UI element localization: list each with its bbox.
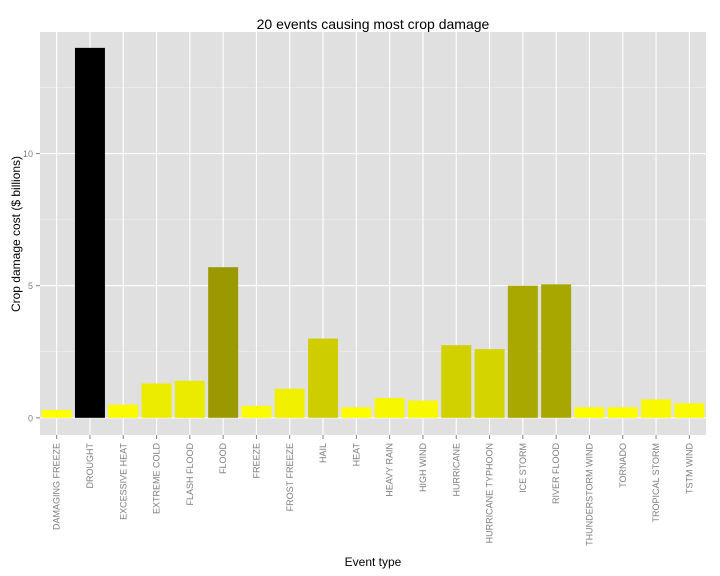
x-tick-label: TORNADO	[618, 443, 628, 488]
x-tick-label: HURRICANE	[451, 443, 461, 497]
bar-extreme-cold	[141, 383, 172, 418]
bar-tropical-storm	[641, 399, 672, 418]
x-tick-label: FLOOD	[218, 443, 228, 475]
x-tick-label: RIVER FLOOD	[551, 443, 561, 505]
bar-frost-freeze	[274, 388, 305, 418]
plot-panel	[40, 32, 706, 435]
x-axis-ticks: DAMAGING FREEZE DROUGHT EXCESSIVE HEAT EXTR…	[52, 435, 694, 546]
bar-flash-flood	[174, 380, 205, 418]
x-tick-label: FLASH FLOOD	[185, 443, 195, 506]
bar-heavy-rain	[374, 398, 405, 418]
bar-hurricane-typhoon	[474, 349, 505, 418]
x-tick-label: HEAT	[351, 443, 361, 467]
bar-tstm-wind	[674, 403, 705, 418]
bar-tornado	[607, 407, 638, 418]
bars	[41, 47, 705, 418]
y-tick-label: 5	[28, 281, 33, 291]
chart-title: 20 events causing most crop damage	[257, 16, 490, 32]
x-tick-label: THUNDERSTORM WIND	[584, 443, 594, 546]
bar-freeze	[241, 405, 272, 418]
bar-hail	[308, 338, 339, 418]
x-tick-label: FROST FREEZE	[285, 443, 295, 511]
bar-heat	[341, 407, 372, 418]
bar-damaging-freeze	[41, 409, 72, 418]
y-axis-ticks: 0 5 10	[23, 149, 40, 423]
x-tick-label: HIGH WIND	[418, 443, 428, 492]
bar-thunderstorm-wind	[574, 407, 605, 418]
x-tick-label: TSTM WIND	[684, 443, 694, 494]
bar-ice-storm	[507, 285, 538, 418]
x-tick-label: EXCESSIVE HEAT	[118, 443, 128, 520]
y-axis-label: Crop damage cost ($ billions)	[9, 156, 23, 312]
y-tick-label: 10	[23, 149, 33, 159]
x-tick-label: FREEZE	[251, 443, 261, 479]
x-tick-label: TROPICAL STORM	[651, 443, 661, 523]
bar-river-flood	[541, 284, 572, 418]
x-axis-label: Event type	[345, 555, 402, 569]
x-tick-label: DAMAGING FREEZE	[52, 443, 62, 530]
bar-hurricane	[441, 345, 472, 418]
x-tick-label: HEAVY RAIN	[385, 443, 395, 497]
bar-excessive-heat	[108, 404, 139, 418]
bar-drought	[74, 47, 105, 418]
x-tick-label: ICE STORM	[518, 443, 528, 493]
bar-high-wind	[407, 400, 438, 418]
x-tick-label: EXTREME COLD	[152, 443, 162, 515]
bar-flood	[208, 267, 239, 418]
x-tick-label: HURRICANE TYPHOON	[485, 443, 495, 543]
x-tick-label: DROUGHT	[85, 443, 95, 489]
y-tick-label: 0	[28, 413, 33, 423]
x-tick-label: HAIL	[318, 443, 328, 463]
